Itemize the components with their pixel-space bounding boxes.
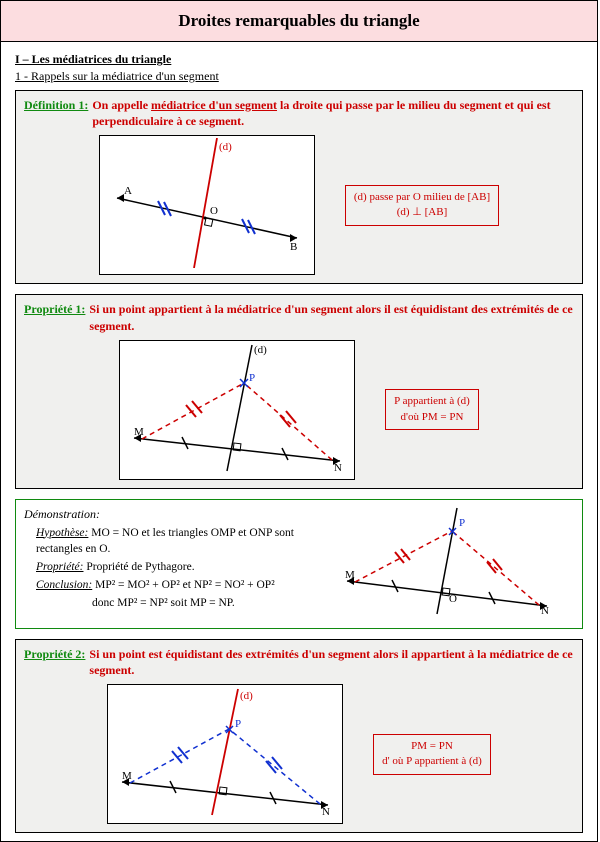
property-1-figure: M N P (d) xyxy=(119,340,355,480)
property-2-figure: M N P (d) xyxy=(107,684,343,824)
label-A: A xyxy=(124,185,132,197)
property-1-box: Propriété 1: Si un point appartient à la… xyxy=(15,294,583,488)
property-1-text: Propriété 1: Si un point appartient à la… xyxy=(24,301,574,333)
svg-text:O: O xyxy=(449,593,457,605)
property-2-box: Propriété 2: Si un point est équidistant… xyxy=(15,639,583,833)
def-label: Définition 1: xyxy=(24,97,88,113)
property-2-text: Propriété 2: Si un point est équidistant… xyxy=(24,646,574,678)
property-1-note: P appartient à (d) d'où PM = PN xyxy=(385,389,479,430)
label-O: O xyxy=(210,205,218,217)
definition-1-note: (d) passe par O milieu de [AB] (d) ⊥ [AB… xyxy=(345,185,499,226)
content-area: I – Les médiatrices du triangle 1 - Rapp… xyxy=(1,42,597,841)
section-heading: I – Les médiatrices du triangle xyxy=(15,52,583,67)
label-d: (d) xyxy=(219,141,232,153)
prop-label: Propriété 1: xyxy=(24,301,85,317)
prop-body: Si un point appartient à la médiatrice d… xyxy=(89,301,574,333)
svg-text:(d): (d) xyxy=(240,690,253,702)
svg-text:P: P xyxy=(459,517,465,529)
demonstration-box: Démonstration: Hypothèse: MO = NO et les… xyxy=(15,499,583,629)
demo-text: Démonstration: Hypothèse: MO = NO et les… xyxy=(24,506,327,620)
svg-text:P: P xyxy=(235,718,241,730)
label-B: B xyxy=(290,241,297,253)
prop2-body: Si un point est équidistant des extrémit… xyxy=(89,646,574,678)
def-body: On appelle médiatrice d'un segment la dr… xyxy=(92,97,574,129)
page-title: Droites remarquables du triangle xyxy=(1,1,597,42)
prop2-label: Propriété 2: xyxy=(24,646,85,662)
page: Droites remarquables du triangle I – Les… xyxy=(0,0,598,842)
property-2-note: PM = PN d' où P appartient à (d) xyxy=(373,734,491,775)
definition-1-box: Définition 1: On appelle médiatrice d'un… xyxy=(15,90,583,284)
definition-1-text: Définition 1: On appelle médiatrice d'un… xyxy=(24,97,574,129)
demo-figure: M N O P xyxy=(337,506,557,620)
label-d: (d) xyxy=(254,344,267,356)
sub-heading: 1 - Rappels sur la médiatrice d'un segme… xyxy=(15,69,583,84)
label-P: P xyxy=(249,372,255,384)
definition-1-figure: A B O (d) xyxy=(99,135,315,275)
